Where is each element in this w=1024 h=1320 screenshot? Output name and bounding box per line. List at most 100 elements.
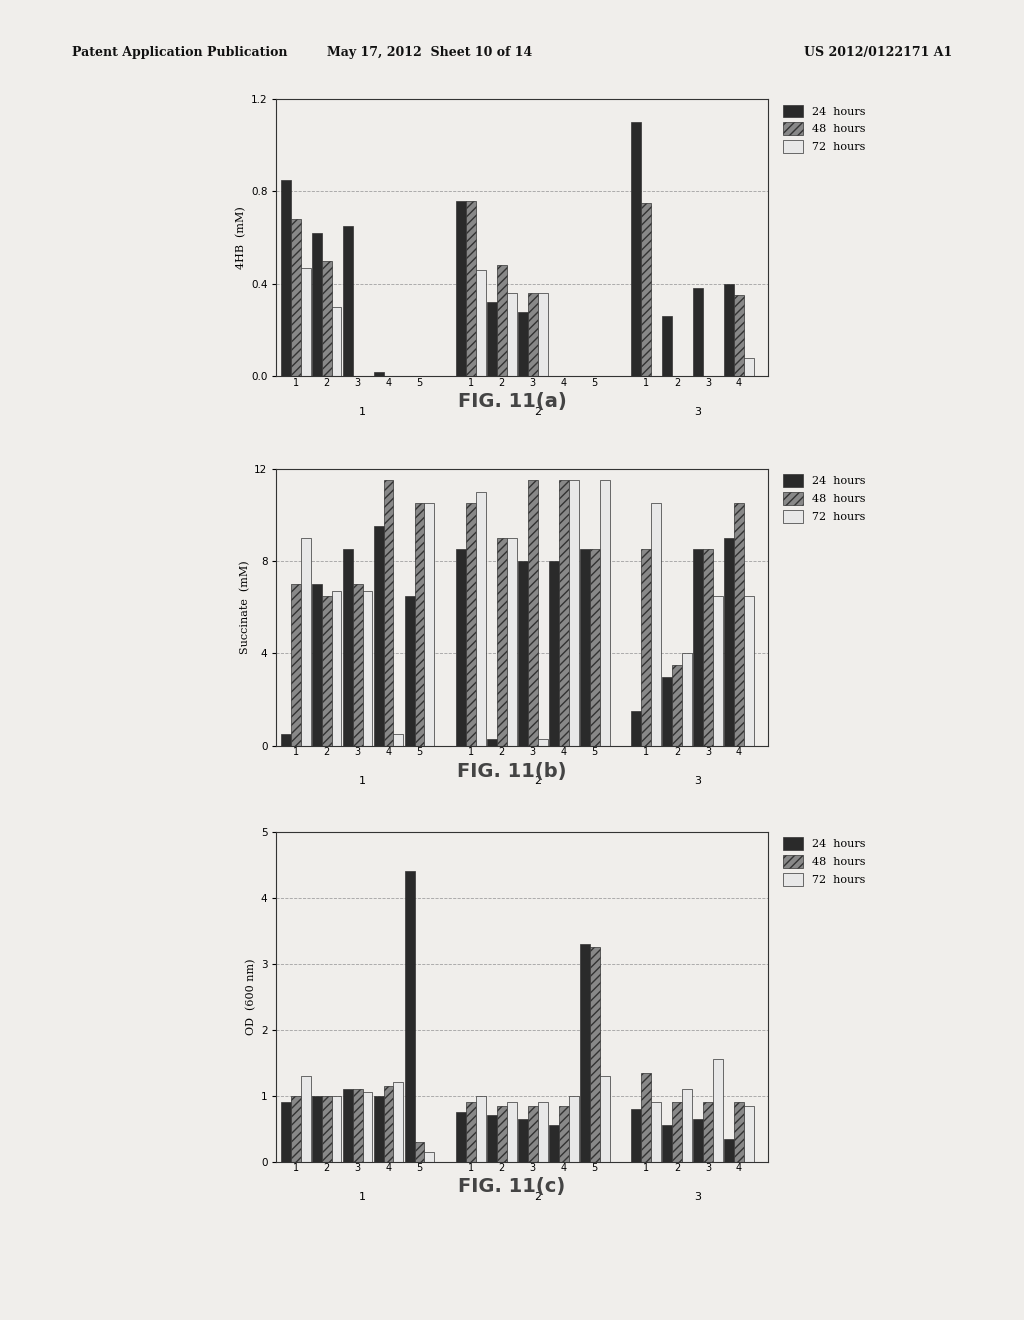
Text: 2: 2 xyxy=(535,1192,542,1203)
Text: 3: 3 xyxy=(694,776,701,787)
Bar xyxy=(507,1102,517,1162)
Bar xyxy=(538,293,548,376)
Bar xyxy=(311,583,322,746)
Bar xyxy=(663,315,672,376)
Legend: 24  hours, 48  hours, 72  hours: 24 hours, 48 hours, 72 hours xyxy=(783,474,865,523)
Bar xyxy=(507,539,517,746)
Bar xyxy=(641,1072,651,1162)
Bar xyxy=(291,1096,301,1162)
Bar xyxy=(374,372,384,376)
Bar xyxy=(291,583,301,746)
Y-axis label: OD  (600 nm): OD (600 nm) xyxy=(247,958,257,1035)
Bar xyxy=(466,201,476,376)
Text: FIG. 11(a): FIG. 11(a) xyxy=(458,392,566,411)
Bar xyxy=(322,595,332,746)
Bar xyxy=(374,527,384,746)
Bar xyxy=(713,595,723,746)
Text: 2: 2 xyxy=(535,776,542,787)
Bar xyxy=(476,492,485,746)
Bar xyxy=(538,739,548,746)
Bar xyxy=(568,1096,579,1162)
Bar xyxy=(549,1125,559,1162)
Bar xyxy=(322,261,332,376)
Bar xyxy=(549,561,559,746)
Bar xyxy=(631,1109,641,1162)
Bar xyxy=(682,653,692,746)
Bar xyxy=(600,480,609,746)
Bar xyxy=(332,591,341,746)
Bar xyxy=(393,734,403,746)
Bar xyxy=(663,676,672,746)
Bar xyxy=(476,271,485,376)
Bar xyxy=(527,293,538,376)
Bar xyxy=(322,1096,332,1162)
Y-axis label: Succinate  (mM): Succinate (mM) xyxy=(240,561,250,653)
Bar xyxy=(281,734,291,746)
Bar xyxy=(301,268,310,376)
Bar xyxy=(466,503,476,746)
Bar xyxy=(590,549,600,746)
Bar xyxy=(374,1096,384,1162)
Text: FIG. 11(b): FIG. 11(b) xyxy=(458,762,566,780)
Bar xyxy=(631,121,641,376)
Bar xyxy=(415,1142,424,1162)
Bar xyxy=(384,480,393,746)
Text: 3: 3 xyxy=(694,407,701,417)
Bar xyxy=(291,219,301,376)
Bar xyxy=(343,1089,352,1162)
Bar xyxy=(487,739,497,746)
Bar xyxy=(703,1102,713,1162)
Bar xyxy=(651,1102,660,1162)
Bar xyxy=(332,1096,341,1162)
Text: 1: 1 xyxy=(359,407,366,417)
Bar xyxy=(518,1119,527,1162)
Bar xyxy=(538,1102,548,1162)
Bar xyxy=(734,1102,743,1162)
Bar xyxy=(343,549,352,746)
Bar xyxy=(724,284,734,376)
Bar xyxy=(734,503,743,746)
Bar xyxy=(580,549,590,746)
Bar xyxy=(651,503,660,746)
Bar xyxy=(559,480,568,746)
Bar xyxy=(476,1096,485,1162)
Bar xyxy=(384,1085,393,1162)
Text: Patent Application Publication: Patent Application Publication xyxy=(72,46,287,59)
Text: May 17, 2012  Sheet 10 of 14: May 17, 2012 Sheet 10 of 14 xyxy=(328,46,532,59)
Bar xyxy=(568,480,579,746)
Bar xyxy=(663,1125,672,1162)
Bar xyxy=(456,549,466,746)
Bar xyxy=(332,308,341,376)
Bar xyxy=(456,201,466,376)
Bar xyxy=(743,358,754,376)
Bar xyxy=(311,1096,322,1162)
Bar xyxy=(424,503,434,746)
Bar xyxy=(362,1093,373,1162)
Bar xyxy=(393,1082,403,1162)
Bar xyxy=(641,203,651,376)
Bar xyxy=(600,1076,609,1162)
Text: FIG. 11(c): FIG. 11(c) xyxy=(459,1177,565,1196)
Bar xyxy=(743,1106,754,1162)
Bar xyxy=(590,948,600,1162)
Text: 1: 1 xyxy=(359,1192,366,1203)
Bar xyxy=(580,944,590,1162)
Y-axis label: 4HB  (mM): 4HB (mM) xyxy=(237,206,247,269)
Bar xyxy=(527,1106,538,1162)
Bar xyxy=(559,1106,568,1162)
Bar xyxy=(456,1111,466,1162)
Bar xyxy=(404,595,415,746)
Text: US 2012/0122171 A1: US 2012/0122171 A1 xyxy=(804,46,952,59)
Bar xyxy=(301,1076,310,1162)
Bar xyxy=(415,503,424,746)
Bar xyxy=(497,265,507,376)
Bar xyxy=(672,1102,682,1162)
Bar xyxy=(352,1089,362,1162)
Text: 1: 1 xyxy=(359,776,366,787)
Bar xyxy=(487,1115,497,1162)
Bar xyxy=(281,180,291,376)
Bar xyxy=(703,549,713,746)
Text: 2: 2 xyxy=(535,407,542,417)
Bar xyxy=(724,539,734,746)
Bar xyxy=(682,1089,692,1162)
